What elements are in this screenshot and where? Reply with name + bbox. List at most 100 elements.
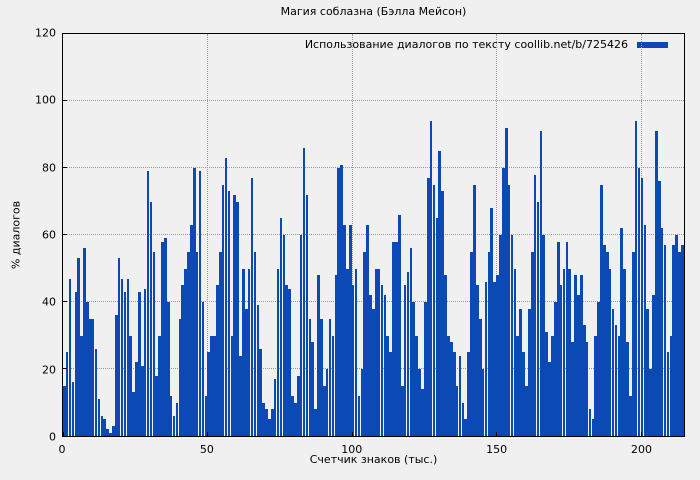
chart-bar <box>68 278 72 436</box>
chart-bar <box>273 379 277 436</box>
chart-bar <box>666 352 670 436</box>
gridline-horizontal <box>63 234 684 235</box>
chart-bar <box>669 335 673 436</box>
x-axis-tick <box>207 432 209 436</box>
gridline-vertical <box>351 34 353 436</box>
chart-bar <box>143 288 147 436</box>
gridline-vertical <box>207 34 209 436</box>
chart-bar <box>216 285 219 436</box>
chart-bar <box>574 275 577 436</box>
chart-bar <box>542 235 546 436</box>
chart-bar <box>138 291 141 436</box>
chart-bar <box>253 251 257 436</box>
y-axis-tick <box>63 33 67 34</box>
chart-bar <box>400 385 404 436</box>
legend-swatch <box>637 41 668 48</box>
chart-bar <box>161 241 164 436</box>
chart-bar <box>218 251 222 436</box>
chart-bar <box>366 224 369 436</box>
chart-bar <box>187 251 190 436</box>
chart-bar <box>496 275 499 436</box>
chart-bar <box>377 268 381 436</box>
chart-bar <box>288 288 291 436</box>
chart-bar <box>655 131 658 436</box>
chart-bar <box>545 332 548 436</box>
chart-bar <box>603 245 606 436</box>
gridline-horizontal <box>63 167 684 169</box>
chart-bar <box>369 295 372 436</box>
chart-bar <box>626 342 629 436</box>
chart-bar <box>291 395 294 436</box>
chart-bar <box>299 235 303 436</box>
y-axis-tick <box>63 234 67 235</box>
legend: Использование диалогов по тексту coollib… <box>305 38 668 51</box>
chart-bar <box>562 268 566 436</box>
chart-bar <box>565 241 569 436</box>
gridline-vertical <box>496 34 498 436</box>
chart-bar <box>519 308 522 436</box>
chart-bar <box>606 251 609 436</box>
chart-bar <box>571 342 574 436</box>
chart-bar <box>83 248 86 436</box>
chart-bar <box>322 385 326 436</box>
chart-bar <box>155 375 159 436</box>
chart-bar <box>360 369 364 436</box>
chart-bar <box>106 429 109 436</box>
chart-bar <box>77 258 81 436</box>
chart-bar <box>351 285 355 436</box>
y-tick-label: 80 <box>42 161 56 175</box>
chart-bar <box>660 228 664 436</box>
chart-bar <box>100 415 104 436</box>
chart-bar <box>296 375 300 436</box>
chart-bar <box>577 295 580 436</box>
chart-bar <box>530 251 534 436</box>
chart-bar <box>308 318 312 436</box>
chart-bar <box>539 131 543 436</box>
chart-bar <box>169 395 173 436</box>
chart-bar <box>91 318 95 436</box>
y-tick-label: 0 <box>49 430 56 444</box>
chart-bar <box>499 235 502 436</box>
y-tick-label: 40 <box>42 295 56 309</box>
gridline-horizontal <box>63 301 684 303</box>
x-tick-label: 200 <box>631 443 653 456</box>
chart-bar <box>129 335 133 436</box>
chart-bar <box>346 268 349 436</box>
chart-bar <box>536 201 540 436</box>
chart-bar <box>192 168 196 436</box>
chart-bar <box>357 395 361 436</box>
chart-bar <box>230 335 234 436</box>
chart-bar <box>94 348 98 436</box>
chart-bar <box>178 318 182 436</box>
chart-bar <box>354 268 358 436</box>
chart-bar <box>262 402 265 436</box>
chart-bar <box>109 432 112 436</box>
chart-bar <box>259 348 262 436</box>
chart-bar <box>340 164 343 436</box>
chart-bar <box>663 245 667 436</box>
chart-bar <box>464 419 468 436</box>
chart-bar <box>112 425 115 436</box>
chart-title: Магия соблазна (Бэлла Мейсон) <box>280 5 467 18</box>
chart-bar <box>525 385 528 436</box>
chart-bar <box>380 285 384 436</box>
chart-bar <box>490 208 494 436</box>
chart-bar <box>311 342 314 436</box>
chart-bar <box>135 362 138 436</box>
chart-bar <box>268 419 271 436</box>
chart-bar <box>331 335 335 436</box>
chart-bar <box>270 409 274 436</box>
chart-bar <box>502 168 505 436</box>
chart-bar <box>372 308 375 436</box>
chart-bar <box>409 248 413 436</box>
chart-bar <box>63 385 66 436</box>
gridline-horizontal <box>63 100 684 101</box>
chart-bar <box>548 362 551 436</box>
chart-bar <box>403 285 407 436</box>
x-axis-tick <box>640 432 642 436</box>
chart-bar <box>646 308 650 436</box>
chart-bar <box>658 181 661 436</box>
chart-bar <box>97 399 101 436</box>
chart-bar <box>507 184 511 436</box>
